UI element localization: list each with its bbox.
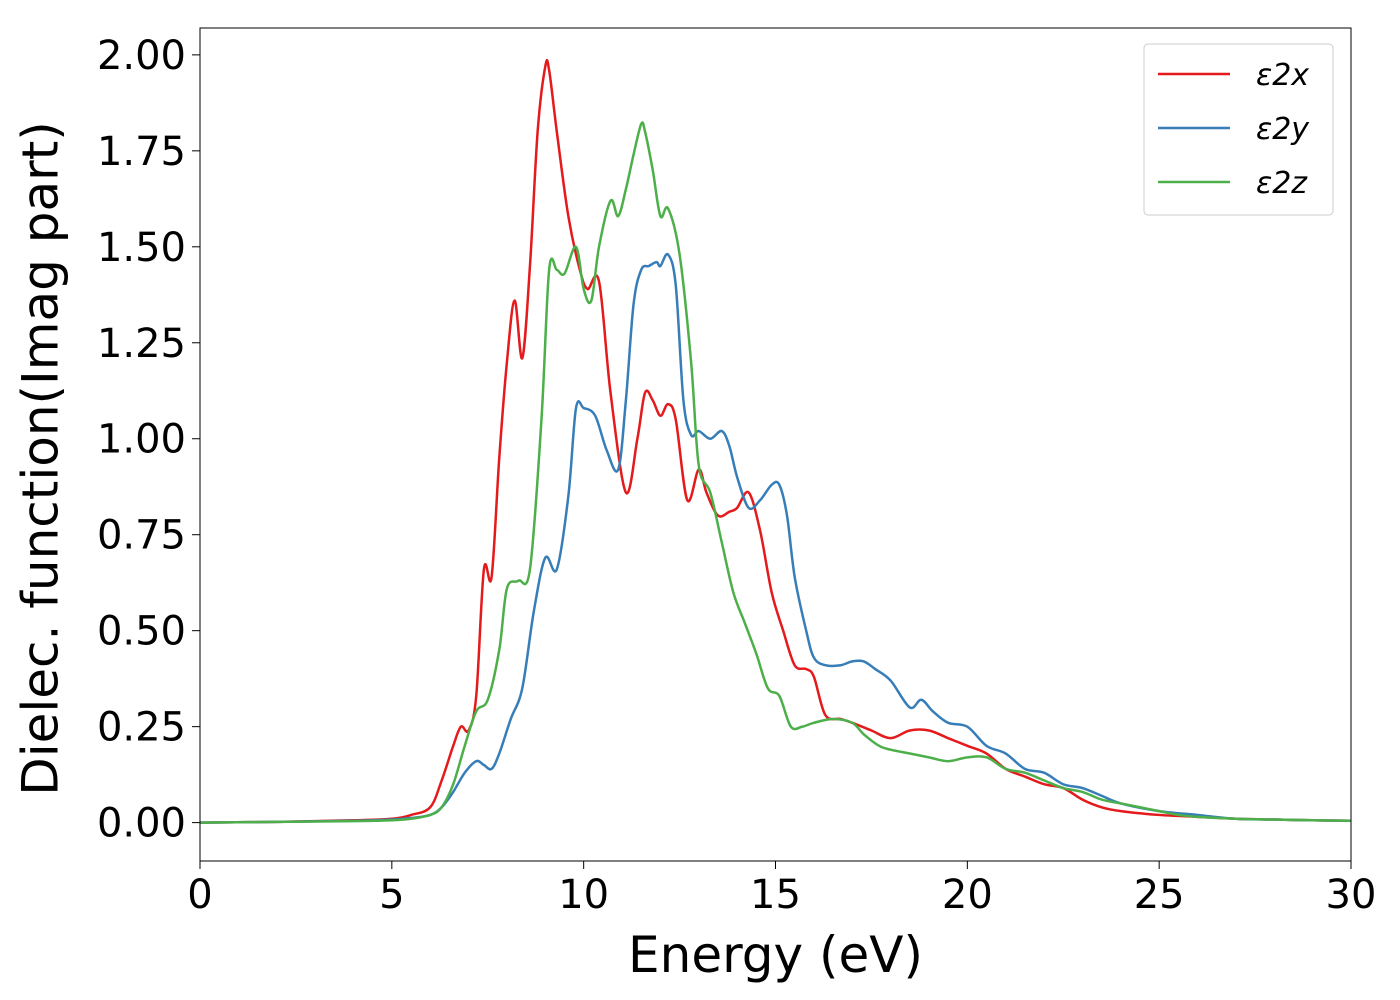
legend-label-3: ε2z — [1256, 166, 1308, 201]
y-tick-label: 1.00 — [97, 417, 186, 463]
y-tick-label: 0.50 — [97, 609, 186, 655]
x-tick-label: 20 — [942, 872, 993, 918]
y-axis-label: Dielec. function(Imag part) — [12, 121, 70, 796]
y-tick-label: 2.00 — [97, 33, 186, 79]
x-axis-ticks: 0 5 10 15 20 25 30 — [187, 861, 1376, 918]
x-tick-label: 5 — [379, 872, 404, 918]
y-tick-label: 0.00 — [97, 801, 186, 847]
y-axis-ticks: 0.00 0.25 0.50 0.75 1.00 1.25 1.50 1.75 2.00 — [97, 33, 200, 847]
x-tick-label: 30 — [1326, 872, 1377, 918]
legend: ε2x ε2y ε2z — [1143, 43, 1334, 216]
x-tick-label: 15 — [750, 872, 801, 918]
legend-box — [1143, 43, 1334, 216]
x-tick-label: 0 — [187, 872, 212, 918]
series-layer — [199, 58, 1352, 824]
x-tick-label: 10 — [558, 872, 609, 918]
y-tick-label: 0.25 — [97, 705, 186, 751]
legend-label-2: ε2y — [1256, 112, 1310, 147]
x-axis-label: Energy (eV) — [628, 926, 923, 984]
y-tick-label: 1.50 — [97, 225, 186, 271]
y-tick-label: 1.75 — [97, 129, 186, 175]
x-tick-label: 25 — [1134, 872, 1185, 918]
series-line-3 — [199, 121, 1352, 824]
series-line-2 — [199, 252, 1352, 824]
y-tick-label: 1.25 — [97, 321, 186, 367]
y-tick-label: 0.75 — [97, 513, 186, 559]
legend-label-1: ε2x — [1256, 58, 1309, 93]
